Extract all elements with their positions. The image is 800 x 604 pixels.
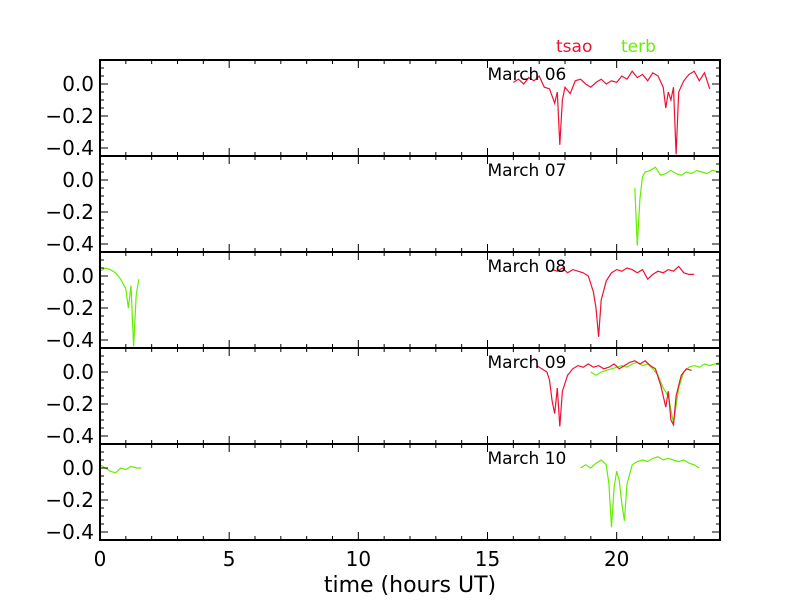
y-tick-label: −0.4 [45,136,94,160]
y-tick-label: 0.0 [62,168,94,192]
panel-1: 0.0 −0.2 −0.4 March 06 [45,59,721,160]
x-tick-label: 10 [346,547,371,571]
panel-3: 0.0 −0.2 −0.4 March 08 [45,251,721,352]
y-tick-label: −0.4 [45,424,94,448]
panel-date-label: March 06 [488,65,567,85]
y-tick-label: 0.0 [62,456,94,480]
x-tick-label: 0 [94,547,107,571]
panel-date-label: March 07 [488,161,567,181]
panel-date-label: March 10 [488,449,567,469]
series-line-tsao [536,360,692,427]
panel-frame [99,347,721,445]
panel-date-label: March 08 [488,257,567,277]
y-tick-label: 0.0 [62,72,94,96]
series-line-tsao [512,70,711,155]
y-tick-label: −0.2 [45,392,94,416]
y-tick-label: −0.2 [45,296,94,320]
panel-frame [99,251,721,349]
y-tick-label: −0.2 [45,488,94,512]
y-tick-label: −0.4 [45,232,94,256]
y-tick-label: 0.0 [62,360,94,384]
x-tick-label: 5 [223,547,236,571]
panel-4: 0.0 −0.2 −0.4 March 09 [45,347,721,448]
y-tick-label: −0.2 [45,104,94,128]
x-axis-label: time (hours UT) [323,573,497,598]
panel-frame [99,59,721,157]
legend-label-terb: terb [621,37,656,57]
series-line-tsao [551,265,695,337]
series-line-terb [100,464,142,474]
y-tick-label: 0.0 [62,264,94,288]
y-tick-label: −0.4 [45,520,94,544]
panel-frame [99,155,721,253]
y-tick-label: −0.4 [45,328,94,352]
series-line-terb [590,361,720,424]
x-tick-label: 15 [475,547,500,571]
panel-5: 0.0 −0.2 −0.4 March 10 [45,443,721,544]
y-tick-label: −0.2 [45,200,94,224]
x-tick-label: 20 [604,547,629,571]
series-line-terb [634,166,720,246]
panel-date-label: March 09 [488,353,567,373]
series-line-terb [100,267,140,347]
series-line-terb [580,456,700,528]
panel-2: 0.0 −0.2 −0.4 March 07 [45,155,721,256]
legend-label-tsao: tsao [556,37,593,57]
